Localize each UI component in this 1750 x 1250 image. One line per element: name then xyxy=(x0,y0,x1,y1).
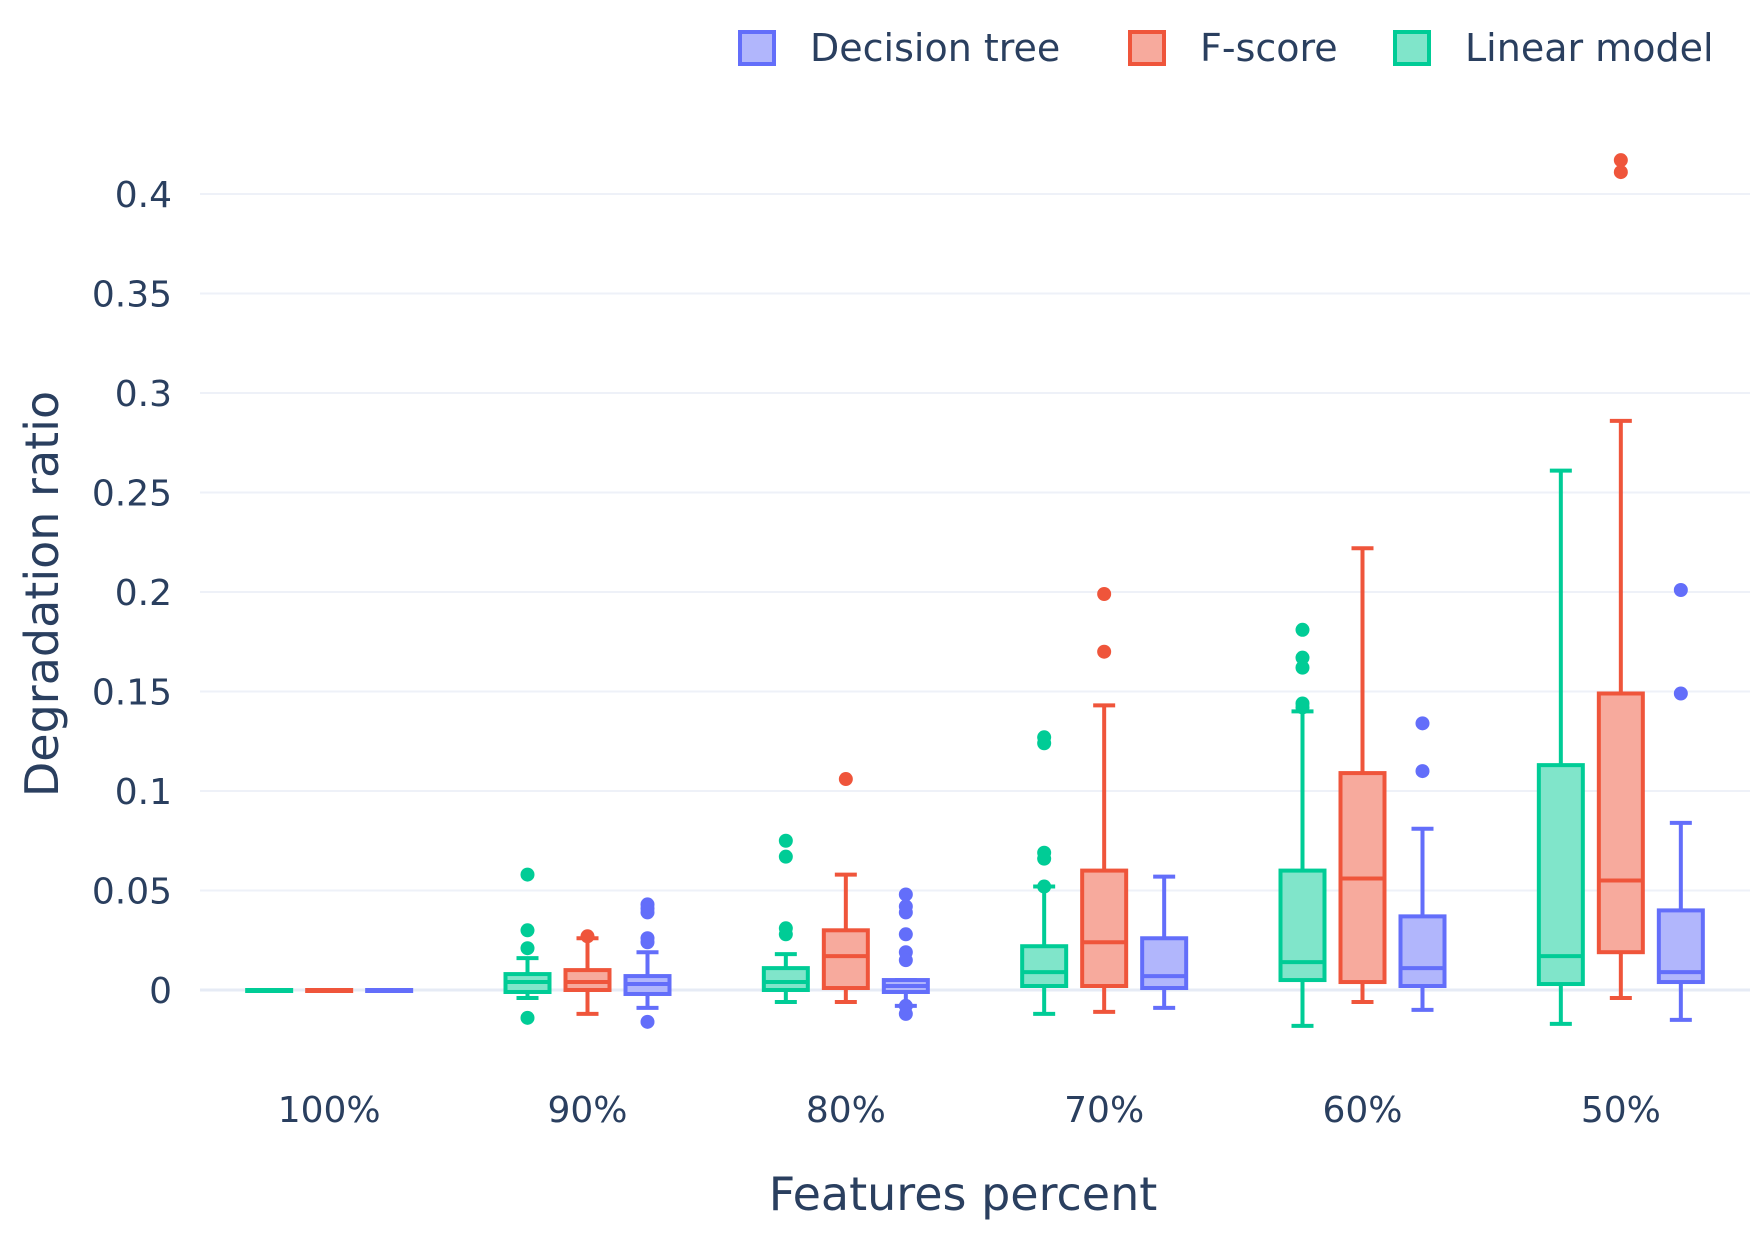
outlier-point-0 xyxy=(1673,583,1688,598)
y-tick-label-4: 0.2 xyxy=(115,573,172,614)
box-f-score-0 xyxy=(305,988,354,993)
iqr-box xyxy=(1398,914,1447,989)
box-f-score-5 xyxy=(1596,153,1645,1000)
outlier-point-2 xyxy=(1295,660,1310,675)
iqr-box xyxy=(1020,944,1069,989)
boxes xyxy=(245,153,1705,1029)
x-tick-label-1: 90% xyxy=(547,1090,627,1131)
legend-swatch xyxy=(1393,30,1431,66)
box-linear-model-4 xyxy=(1278,622,1327,1028)
outlier-point-2 xyxy=(640,905,655,920)
outlier-point-1 xyxy=(1295,650,1310,665)
outlier-point-0 xyxy=(778,833,793,848)
outlier-point-1 xyxy=(1673,686,1688,701)
box-f-score-4 xyxy=(1338,546,1387,1004)
x-axis-title: Features percent xyxy=(769,1167,1158,1221)
y-tick-label-7: 0.35 xyxy=(92,275,172,316)
box-linear-model-5 xyxy=(1536,468,1585,1026)
outlier-point-3 xyxy=(520,1010,535,1025)
legend-item-decision-tree[interactable]: Decision tree xyxy=(738,26,1060,70)
y-tick-label-0: 0 xyxy=(149,971,172,1012)
y-axis-title: Degradation ratio xyxy=(15,391,69,797)
outlier-point-0 xyxy=(520,867,535,882)
outlier-point-0 xyxy=(838,772,853,787)
outlier-point-3 xyxy=(1037,851,1052,866)
legend-item-linear-model[interactable]: Linear model xyxy=(1393,26,1714,70)
box-f-score-3 xyxy=(1080,586,1129,1014)
box-linear-model-3 xyxy=(1020,730,1069,1016)
iqr-box xyxy=(1536,763,1585,987)
outlier-point-3 xyxy=(898,927,913,942)
y-tick-label-5: 0.25 xyxy=(92,474,172,515)
grid-lines xyxy=(200,193,1750,992)
y-tick-label-8: 0.4 xyxy=(115,175,172,216)
iqr-box xyxy=(821,928,870,991)
y-axis-ticks: 0 0.05 0.1 0.15 0.2 0.25 0.3 0.35 0.4 xyxy=(92,175,172,1012)
outlier-point-5 xyxy=(640,1014,655,1029)
box-linear-model-0 xyxy=(245,988,294,993)
x-tick-label-0: 100% xyxy=(278,1090,381,1131)
box-linear-model-1 xyxy=(503,867,552,1025)
outlier-point-4 xyxy=(640,935,655,950)
box-decision-tree-3 xyxy=(1140,874,1189,1010)
outlier-point-0 xyxy=(898,887,913,902)
legend-swatch xyxy=(1128,30,1166,66)
outlier-point-0 xyxy=(1415,716,1430,731)
iqr-box xyxy=(761,966,810,992)
y-tick-label-1: 0.05 xyxy=(92,872,172,913)
box-decision-tree-5 xyxy=(1656,583,1705,1022)
box-linear-model-2 xyxy=(761,833,810,1004)
y-tick-label-3: 0.15 xyxy=(92,673,172,714)
iqr-box xyxy=(1080,868,1129,989)
outlier-point-7 xyxy=(898,1006,913,1021)
outlier-point-1 xyxy=(1613,165,1628,180)
x-tick-label-2: 80% xyxy=(806,1090,886,1131)
legend[interactable]: Decision tree F-score Linear model xyxy=(738,26,1714,70)
y-tick-label-2: 0.1 xyxy=(115,772,172,813)
iqr-box xyxy=(1596,691,1645,955)
y-tick-label-6: 0.3 xyxy=(115,374,172,415)
outlier-point-2 xyxy=(520,941,535,956)
outlier-point-4 xyxy=(1037,879,1052,894)
box-decision-tree-1 xyxy=(623,897,672,1029)
x-axis-ticks: 100% 90% 80% 70% 60% 50% xyxy=(278,1090,1661,1131)
outlier-point-1 xyxy=(1415,764,1430,779)
outlier-point-0 xyxy=(580,929,595,944)
box-decision-tree-2 xyxy=(881,887,930,1021)
outlier-point-1 xyxy=(778,849,793,864)
outlier-point-5 xyxy=(898,953,913,968)
legend-label: Linear model xyxy=(1465,26,1714,70)
x-tick-label-3: 70% xyxy=(1064,1090,1144,1131)
x-tick-label-5: 50% xyxy=(1581,1090,1661,1131)
outlier-point-0 xyxy=(1097,586,1112,601)
x-tick-label-4: 60% xyxy=(1322,1090,1402,1131)
box-f-score-2 xyxy=(821,772,870,1004)
outlier-point-1 xyxy=(1037,736,1052,751)
box-decision-tree-0 xyxy=(365,988,414,993)
box-f-score-1 xyxy=(563,929,612,1016)
legend-label: F-score xyxy=(1200,26,1338,70)
outlier-point-1 xyxy=(1097,644,1112,659)
legend-item-f-score[interactable]: F-score xyxy=(1128,26,1338,70)
legend-swatch xyxy=(738,30,776,66)
outlier-point-3 xyxy=(778,927,793,942)
legend-label: Decision tree xyxy=(810,26,1060,70)
outlier-point-2 xyxy=(898,905,913,920)
iqr-box xyxy=(1140,936,1189,991)
outlier-point-0 xyxy=(1613,153,1628,168)
outlier-point-1 xyxy=(520,923,535,938)
outlier-point-4 xyxy=(1295,700,1310,715)
outlier-point-0 xyxy=(1295,622,1310,637)
box-decision-tree-4 xyxy=(1398,716,1447,1012)
